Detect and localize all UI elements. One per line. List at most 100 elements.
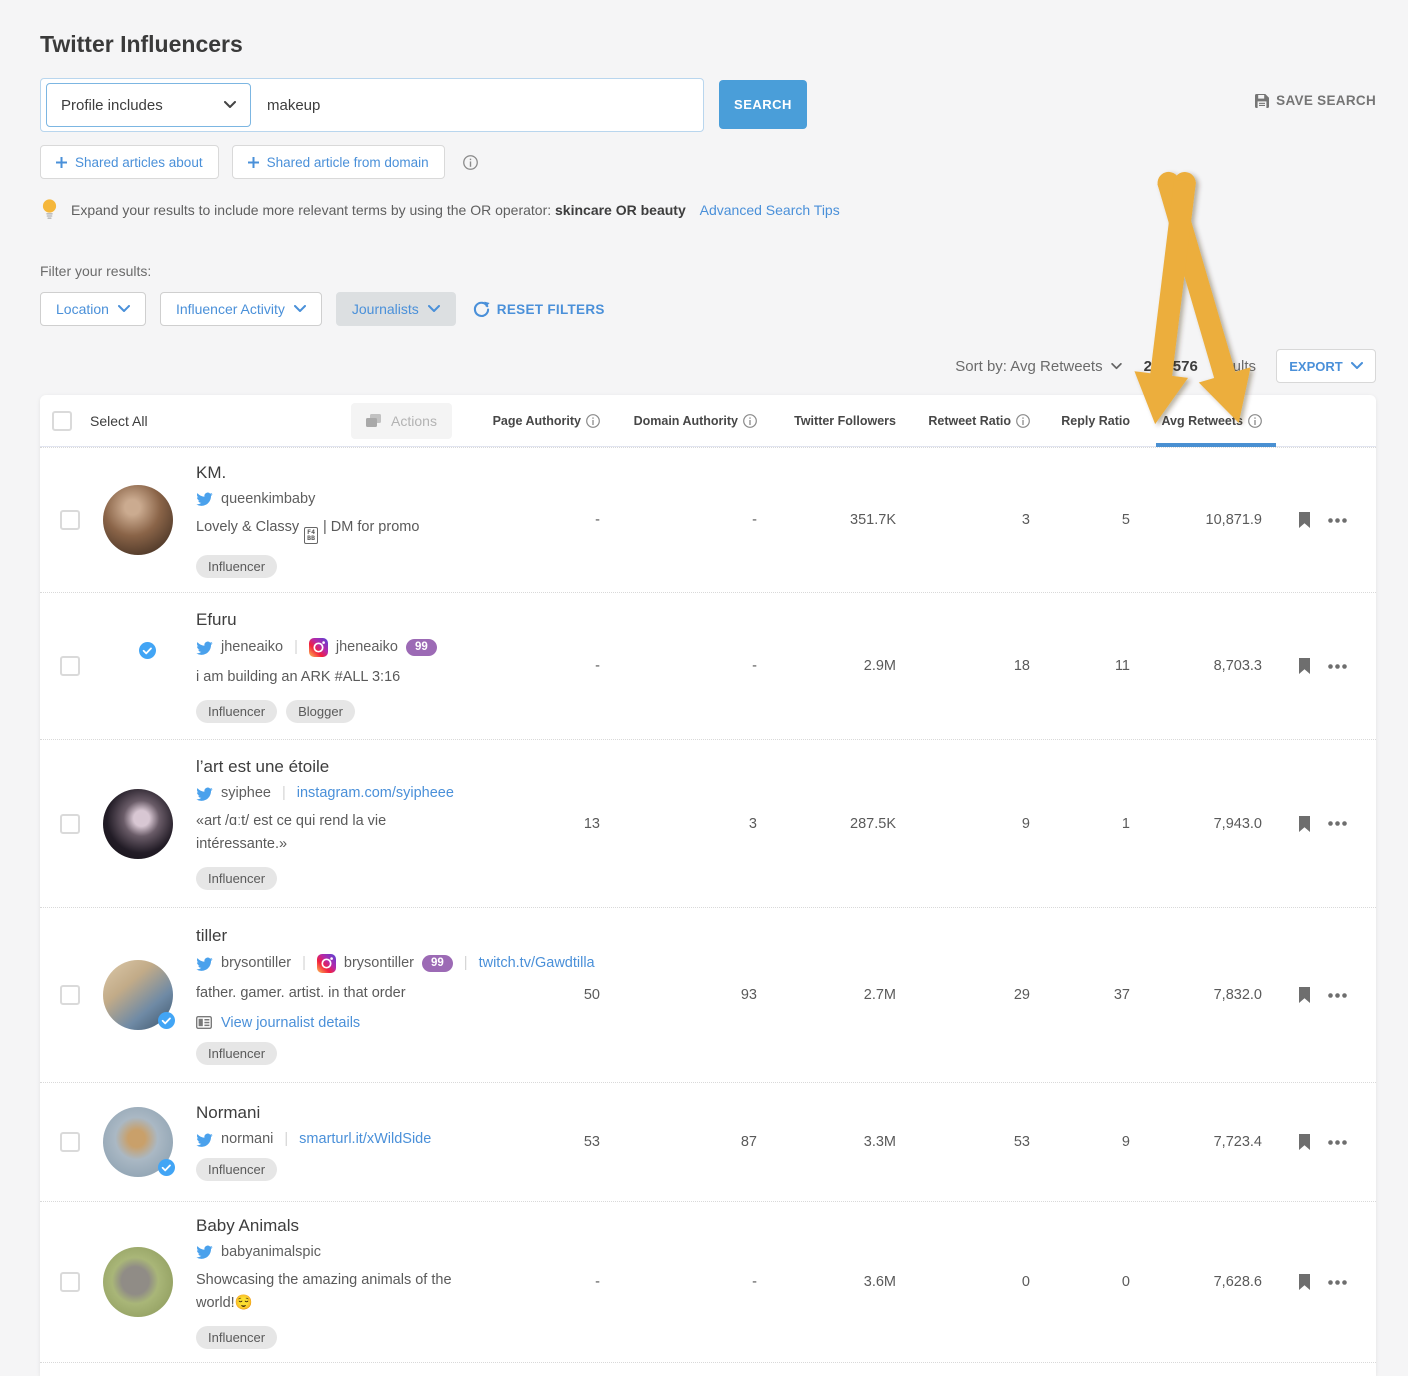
results-label: results [1211,357,1256,375]
select-all-checkbox[interactable] [52,411,72,431]
bio: Lovely & Classy F4 BB | DM for promo [196,518,420,544]
retweet-ratio-value: 9 [1021,815,1030,832]
more-actions-icon[interactable] [1328,517,1347,523]
filter-journalists-button[interactable]: Journalists [335,292,456,326]
sorted-column-indicator [1156,443,1276,447]
instagram-icon [316,953,336,973]
bookmark-icon[interactable] [1298,512,1311,528]
table-row: l’art est une étoile syiphee instagram.c… [40,739,1376,907]
reply-ratio-value: 9 [1121,1134,1130,1150]
add-chip-label: Shared article from domain [266,154,429,170]
bio: i am building an ARK #ALL 3:16 [196,668,401,685]
sort-bar: Sort by: Avg Retweets 201,576 results EX… [40,348,1376,384]
twitter-handle[interactable]: babyanimalspic [221,1243,321,1260]
instagram-handle[interactable]: brysontiller [343,955,414,971]
reply-ratio-value: 5 [1121,512,1130,528]
twitter-handle[interactable]: jheneaiko [221,639,284,655]
column-header-avg-retweets[interactable]: Avg Retweets [1130,414,1262,428]
bookmark-icon[interactable] [1298,658,1311,674]
twitter-handle[interactable]: syiphee [221,785,271,801]
avg-retweets-value: 7,723.4 [1213,1134,1262,1150]
search-field-selector[interactable]: Profile includes [46,83,251,127]
lightbulb-icon [42,199,57,220]
filter-location-button[interactable]: Location [40,292,146,326]
column-header-reply-ratio[interactable]: Reply Ratio [1061,413,1130,428]
save-search-button[interactable]: SAVE SEARCH [1255,93,1376,108]
page-authority-value: - [595,1274,600,1290]
sort-by-dropdown[interactable]: Sort by: Avg Retweets [955,358,1122,375]
row-checkbox[interactable] [60,1272,80,1292]
influencer-name: tiller [196,925,228,945]
twitter-handle[interactable]: brysontiller [221,955,292,971]
website-link[interactable]: instagram.com/syipheee [296,785,454,801]
row-checkbox[interactable] [60,656,80,676]
bookmark-icon[interactable] [1298,987,1311,1003]
avatar [103,960,176,1030]
info-icon[interactable] [743,413,757,428]
add-shared-article-from-domain-button[interactable]: Shared article from domain [231,145,445,179]
info-icon[interactable] [1248,413,1262,428]
instagram-handle[interactable]: jheneaiko [335,639,398,655]
twitter-icon [196,491,213,506]
reply-ratio-value: 11 [1114,658,1130,674]
tag-blogger: Blogger [286,699,355,723]
retweet-ratio-value: 53 [1013,1134,1030,1150]
row-checkbox[interactable] [60,510,80,530]
domain-authority-value: 3 [748,815,757,832]
more-actions-icon[interactable] [1328,992,1347,998]
domain-authority-value: - [752,512,757,528]
next-row-partial [40,1362,1376,1376]
add-shared-articles-about-button[interactable]: Shared articles about [40,145,219,179]
twitter-followers-value: 3.3M [863,1134,896,1150]
chevron-down-icon [1350,362,1363,370]
twitter-handle[interactable]: queenkimbaby [221,490,316,507]
row-checkbox[interactable] [60,1132,80,1152]
query-builder-row: Shared articles about Shared article fro… [40,145,1408,179]
select-all: Select All [52,411,148,431]
search-input[interactable]: makeup [267,96,321,114]
avatar [103,485,173,555]
info-icon[interactable] [1016,413,1030,428]
bookmark-icon[interactable] [1298,1134,1311,1150]
table-row: Normani normani smarturl.it/xWildSide In… [40,1082,1376,1201]
search-button[interactable]: SEARCH [719,80,807,129]
bookmark-icon[interactable] [1298,815,1311,832]
info-icon[interactable] [462,154,478,170]
info-icon[interactable] [586,413,600,428]
reset-filters-button[interactable]: RESET FILTERS [473,301,605,318]
twitter-icon [196,1244,213,1259]
avg-retweets-value: 10,871.9 [1205,512,1262,528]
page-authority-value: - [595,658,600,674]
retweet-ratio-value: 18 [1013,658,1030,674]
more-actions-icon[interactable] [1328,821,1347,826]
advanced-search-tips-link[interactable]: Advanced Search Tips [699,201,840,218]
refresh-icon [473,301,490,318]
website-link[interactable]: smarturl.it/xWildSide [299,1131,432,1147]
avg-retweets-value: 7,832.0 [1213,987,1262,1003]
view-journalist-details-link[interactable]: View journalist details [221,1014,361,1031]
column-header-page-authority[interactable]: Page Authority [460,414,600,428]
column-header-twitter-followers[interactable]: Twitter Followers [794,413,896,428]
column-header-domain-authority[interactable]: Domain Authority [600,414,757,428]
actions-button[interactable]: Actions [351,403,452,439]
instagram-icon [308,637,328,657]
more-actions-icon[interactable] [1328,663,1347,669]
layers-icon [366,414,382,428]
results-table: Select All Actions Page Authority Domain… [40,395,1376,1376]
bookmark-icon[interactable] [1298,1274,1311,1290]
filter-influencer-activity-button[interactable]: Influencer Activity [159,292,322,326]
domain-authority-value: 93 [740,987,757,1003]
export-button[interactable]: EXPORT [1276,349,1376,383]
column-header-retweet-ratio[interactable]: Retweet Ratio [896,414,1030,428]
row-checkbox[interactable] [60,813,80,834]
separator [281,1131,291,1147]
row-checkbox[interactable] [60,985,80,1005]
verified-badge-icon [138,641,156,659]
more-actions-icon[interactable] [1328,1139,1347,1145]
save-icon [1255,93,1270,108]
influencer-name: l’art est une étoile [196,757,330,776]
more-actions-icon[interactable] [1328,1279,1347,1285]
twitter-handle[interactable]: normani [221,1131,274,1147]
website-link[interactable]: twitch.tv/Gawdtilla [478,955,595,971]
save-search-label: SAVE SEARCH [1276,93,1376,108]
